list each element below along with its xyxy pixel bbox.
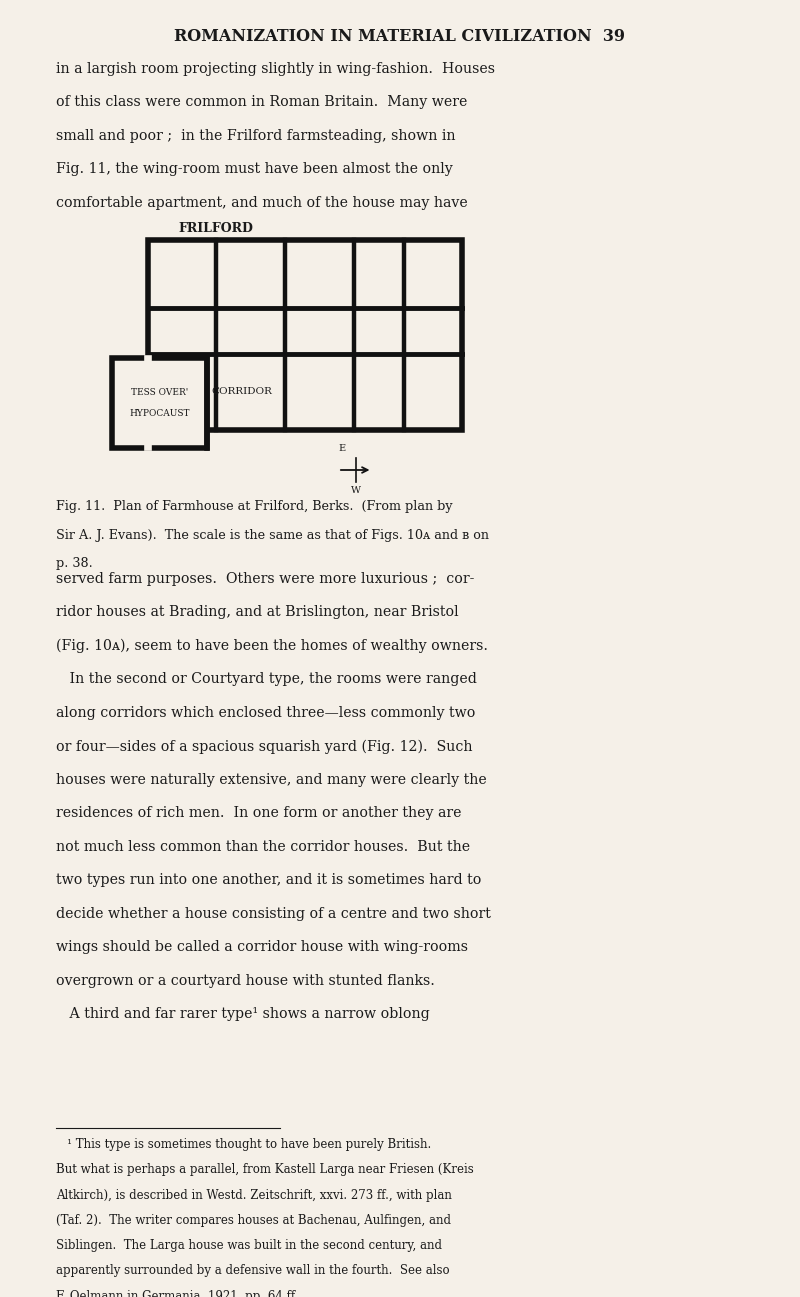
Text: comfortable apartment, and much of the house may have: comfortable apartment, and much of the h…	[56, 196, 468, 210]
Text: (Fig. 10ᴀ), seem to have been the homes of wealthy owners.: (Fig. 10ᴀ), seem to have been the homes …	[56, 639, 488, 654]
Text: Siblingen.  The Larga house was built in the second century, and: Siblingen. The Larga house was built in …	[56, 1239, 442, 1252]
Text: (Taf. 2).  The writer compares houses at Bachenau, Aulfingen, and: (Taf. 2). The writer compares houses at …	[56, 1214, 451, 1227]
Text: along corridors which enclosed three—less commonly two: along corridors which enclosed three—les…	[56, 706, 475, 720]
Text: apparently surrounded by a defensive wall in the fourth.  See also: apparently surrounded by a defensive wal…	[56, 1265, 450, 1278]
Text: A third and far rarer type¹ shows a narrow oblong: A third and far rarer type¹ shows a narr…	[56, 1006, 430, 1021]
Text: FRILFORD: FRILFORD	[178, 222, 253, 235]
Text: in a largish room projecting slightly in wing-fashion.  Houses: in a largish room projecting slightly in…	[56, 62, 495, 77]
Bar	[148, 240, 462, 431]
Text: ROMANIZATION IN MATERIAL CIVILIZATION  39: ROMANIZATION IN MATERIAL CIVILIZATION 39	[174, 29, 626, 45]
Text: Sir A. J. Evans).  The scale is the same as that of Figs. 10ᴀ and ʙ on: Sir A. J. Evans). The scale is the same …	[56, 529, 489, 542]
Text: ridor houses at Brading, and at Brislington, near Bristol: ridor houses at Brading, and at Brisling…	[56, 606, 458, 620]
Text: or four—sides of a spacious squarish yard (Fig. 12).  Such: or four—sides of a spacious squarish yar…	[56, 739, 473, 754]
Text: Altkirch), is described in Westd. Zeitschrift, xxvi. 273 ff., with plan: Altkirch), is described in Westd. Zeitsc…	[56, 1188, 452, 1201]
Text: of this class were common in Roman Britain.  Many were: of this class were common in Roman Brita…	[56, 96, 467, 109]
Text: TESS OVER': TESS OVER'	[131, 388, 188, 397]
Text: W: W	[350, 486, 361, 495]
Text: ¹ This type is sometimes thought to have been purely British.: ¹ This type is sometimes thought to have…	[56, 1137, 431, 1150]
Text: small and poor ;  in the Frilford farmsteading, shown in: small and poor ; in the Frilford farmste…	[56, 128, 455, 143]
Text: HYPOCAUST: HYPOCAUST	[130, 409, 190, 418]
Text: In the second or Courtyard type, the rooms were ranged: In the second or Courtyard type, the roo…	[56, 672, 477, 686]
Text: two types run into one another, and it is sometimes hard to: two types run into one another, and it i…	[56, 873, 482, 887]
Text: F. Oelmann in Germania, 1921, pp. 64 ff.: F. Oelmann in Germania, 1921, pp. 64 ff.	[56, 1289, 298, 1297]
Text: E: E	[338, 444, 346, 453]
Text: wings should be called a corridor house with wing-rooms: wings should be called a corridor house …	[56, 940, 468, 955]
Text: CORRIDOR: CORRIDOR	[212, 388, 273, 397]
Text: Fig. 11, the wing-room must have been almost the only: Fig. 11, the wing-room must have been al…	[56, 162, 453, 176]
Text: p. 38.: p. 38.	[56, 558, 93, 571]
Bar	[112, 358, 207, 447]
Text: decide whether a house consisting of a centre and two short: decide whether a house consisting of a c…	[56, 907, 491, 921]
Text: residences of rich men.  In one form or another they are: residences of rich men. In one form or a…	[56, 807, 462, 820]
Text: houses were naturally extensive, and many were clearly the: houses were naturally extensive, and man…	[56, 773, 486, 787]
Text: served farm purposes.  Others were more luxurious ;  cor-: served farm purposes. Others were more l…	[56, 572, 474, 586]
Text: not much less common than the corridor houses.  But the: not much less common than the corridor h…	[56, 839, 470, 853]
Text: overgrown or a courtyard house with stunted flanks.: overgrown or a courtyard house with stun…	[56, 974, 435, 987]
Text: Fig. 11.  Plan of Farmhouse at Frilford, Berks.  (From plan by: Fig. 11. Plan of Farmhouse at Frilford, …	[56, 501, 453, 514]
Text: But what is perhaps a parallel, from Kastell Larga near Friesen (Kreis: But what is perhaps a parallel, from Kas…	[56, 1163, 474, 1176]
